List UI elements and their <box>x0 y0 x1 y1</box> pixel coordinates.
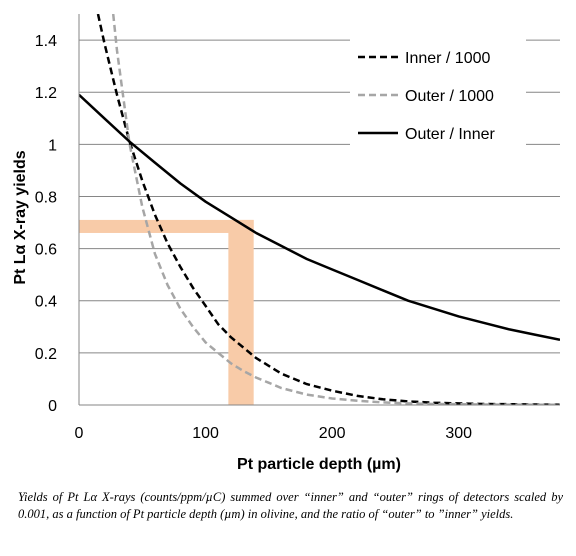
x-axis-title: Pt particle depth (µm) <box>237 456 401 473</box>
highlight-band-horizontal <box>79 219 254 233</box>
legend-background <box>350 38 526 148</box>
y-axis-title: Pt Lα X-ray yields <box>12 150 29 284</box>
legend-label-2: Outer / 1000 <box>405 88 494 105</box>
legend-label-1: Inner / 1000 <box>405 50 491 67</box>
series-line-3 <box>79 93 560 342</box>
y-tick-label: 0.2 <box>35 346 57 363</box>
x-tick-label: 300 <box>445 425 472 442</box>
chart: 0 0.2 0.4 0.6 0.8 1 1.2 1.4 0 100 200 300 Pt parti… <box>12 14 560 473</box>
legend-label-3: Outer / Inner <box>405 126 495 143</box>
y-tick-label: 0.6 <box>35 242 57 259</box>
figure-caption: Yields of Pt Lα X-rays (counts/ppm/µC) s… <box>18 490 563 521</box>
series-line-2 <box>111 14 560 405</box>
gridlines <box>79 39 560 354</box>
y-tick-label: 0.4 <box>35 294 57 311</box>
axes <box>78 14 560 406</box>
y-tick-label: 1 <box>48 137 57 154</box>
x-tick-labels: 0 100 200 300 <box>75 425 473 442</box>
y-tick-label: 0.8 <box>35 189 57 206</box>
series-lines <box>79 14 560 405</box>
y-tick-label: 1.2 <box>35 85 57 102</box>
x-tick-label: 200 <box>319 425 346 442</box>
highlight-band-vertical <box>228 219 254 405</box>
x-tick-label: 100 <box>192 425 219 442</box>
y-tick-label: 0 <box>48 398 57 415</box>
highlight-bands <box>79 219 254 405</box>
y-tick-labels: 0 0.2 0.4 0.6 0.8 1 1.2 1.4 <box>35 33 57 415</box>
legend: Inner / 1000 Outer / 1000 Outer / Inner <box>350 38 526 148</box>
y-tick-label: 1.4 <box>35 33 57 50</box>
x-tick-label: 0 <box>75 425 84 442</box>
